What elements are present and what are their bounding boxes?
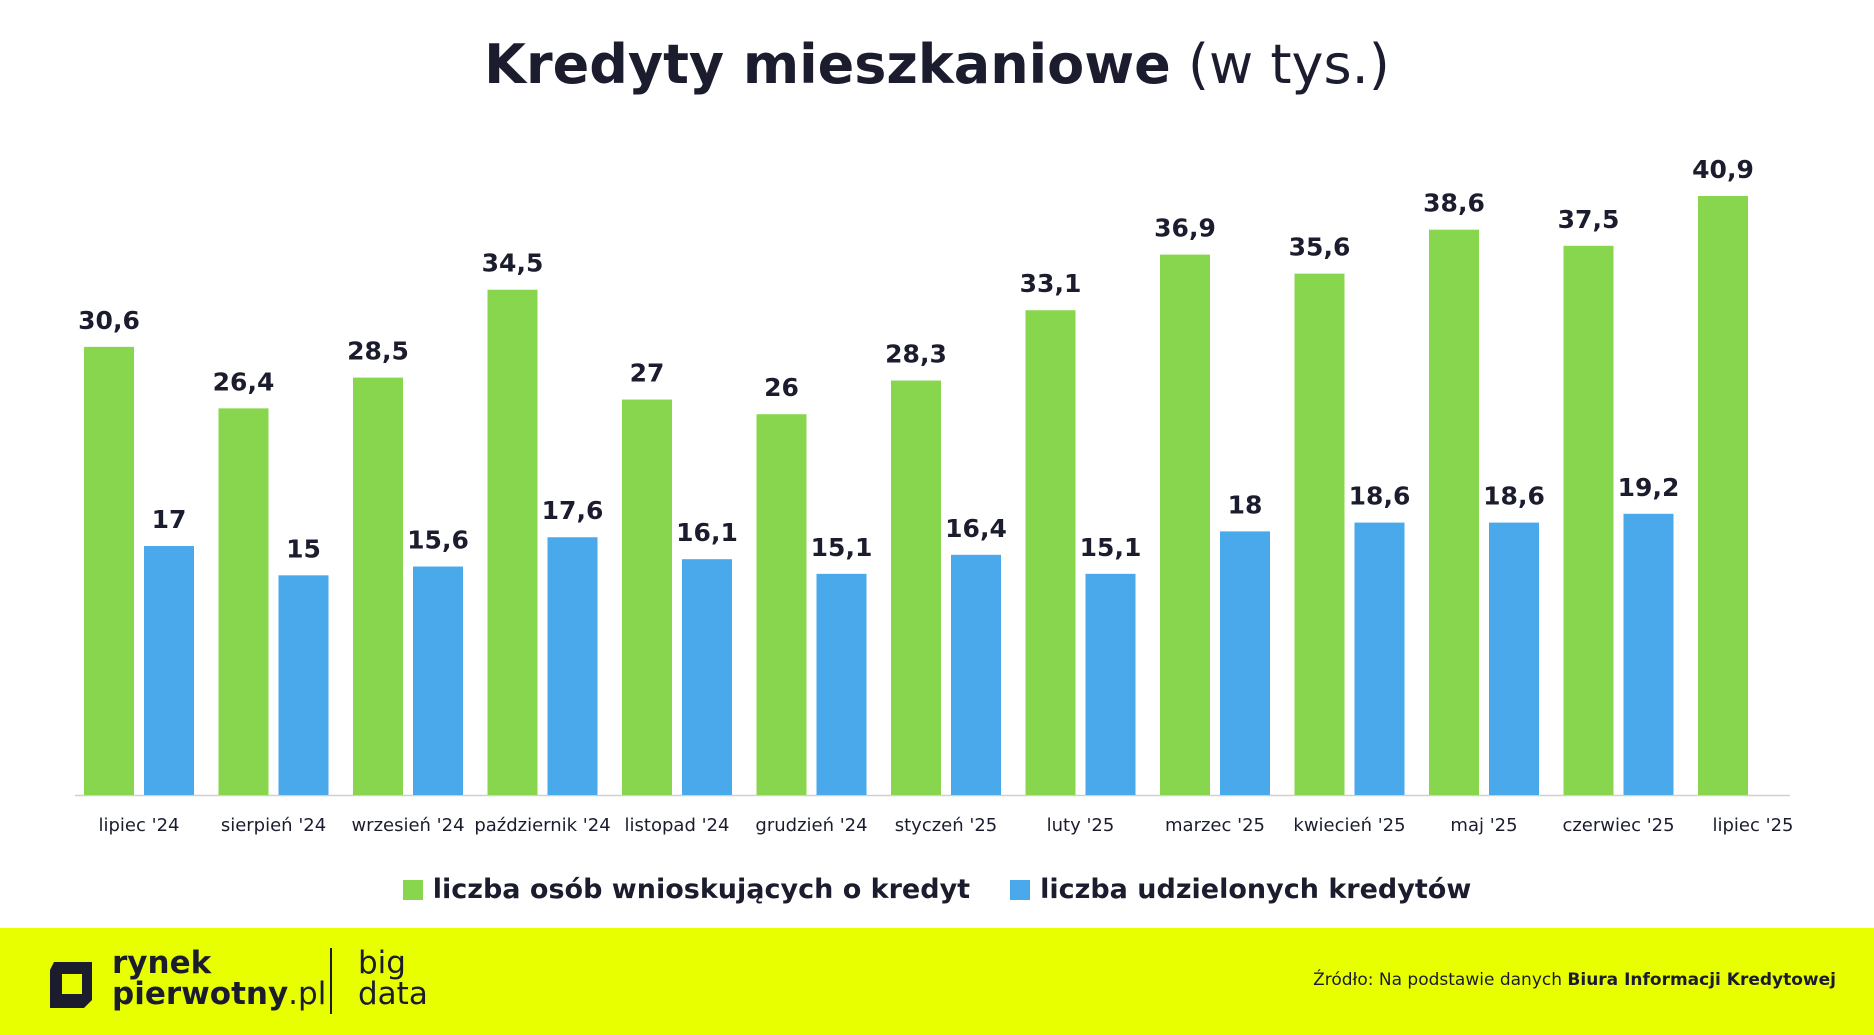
bar-series2-11 [1623, 513, 1674, 795]
legend-label-applicants: liczba osób wnioskujących o kredyt [432, 874, 971, 905]
bar-series2-0 [144, 546, 194, 795]
data-label-series1-4: 27 [630, 359, 665, 388]
source-name: Biura Informacji Kredytowej [1567, 970, 1836, 990]
bar-series2-10 [1489, 522, 1539, 795]
legend-item-applicants: liczba osób wnioskujących o kredyt [402, 870, 971, 910]
data-label-series1-8: 36,9 [1154, 214, 1216, 243]
data-label-series1-12: 40,9 [1692, 155, 1754, 184]
data-label-series2-5: 15,1 [811, 533, 873, 562]
data-label-series2-6: 16,4 [945, 514, 1007, 543]
bar-series1-11 [1563, 245, 1614, 795]
bar-series2-8 [1220, 531, 1270, 795]
bar-series2-1 [278, 575, 329, 795]
x-tick-label-0: lipiec '24 [99, 815, 180, 836]
data-label-series1-3: 34,5 [482, 249, 544, 278]
source-note: Źródło: Na podstawie danych Biura Inform… [1313, 968, 1836, 992]
x-tick-label-6: styczeń '25 [895, 815, 998, 836]
bar-series2-7 [1085, 573, 1136, 795]
data-label-series2-2: 15,6 [407, 526, 469, 555]
x-tick-label-3: październik '24 [474, 815, 610, 836]
logo-divider [330, 948, 332, 1014]
data-label-series1-2: 28,5 [347, 337, 409, 366]
x-tick-label-11: czerwiec '25 [1562, 815, 1674, 836]
x-tick-label-7: luty '25 [1047, 815, 1115, 836]
bar-series1-1 [218, 408, 269, 795]
bar-chart: 30,6 17 lipiec '24 26,4 15 sierpień '24 28,5 15… [75, 155, 1794, 836]
bar-series2-6 [951, 554, 1001, 795]
bar-series1-5 [756, 414, 807, 795]
legend-label-granted: liczba udzielonych kredytów [1040, 874, 1472, 905]
x-tick-label-5: grudzień '24 [755, 815, 867, 836]
chart-title-unit: (w tys.) [1187, 33, 1390, 96]
bar-series1-3 [487, 289, 538, 795]
data-label-series1-7: 33,1 [1020, 269, 1082, 298]
bar-series2-9 [1354, 522, 1405, 795]
bar-series1-8 [1160, 254, 1210, 795]
bar-series1-10 [1429, 229, 1479, 796]
bar-series1-12 [1698, 196, 1748, 795]
data-label-series1-10: 38,6 [1423, 189, 1485, 218]
logo-line-2: pierwotny.pl [112, 979, 326, 1010]
bar-series2-5 [816, 573, 867, 795]
logo-line-1: rynek [112, 945, 212, 981]
legend-swatch-blue [1010, 880, 1031, 900]
bar-series1-7 [1025, 310, 1076, 795]
data-label-series2-4: 16,1 [676, 518, 738, 547]
data-label-series2-8: 18 [1228, 490, 1263, 519]
data-label-series1-9: 35,6 [1289, 233, 1351, 262]
x-tick-label-10: maj '25 [1450, 815, 1517, 836]
data-label-series2-11: 19,2 [1618, 473, 1680, 502]
bar-series1-0 [84, 346, 134, 795]
legend-item-granted: liczba udzielonych kredytów [1010, 870, 1471, 910]
data-label-series1-5: 26 [764, 373, 799, 402]
data-label-series2-9: 18,6 [1349, 482, 1411, 511]
logo-text: rynek pierwotny.pl [112, 948, 326, 1010]
bar-series1-4 [622, 399, 672, 795]
source-prefix: Źródło: Na podstawie danych [1313, 970, 1568, 990]
x-tick-label-1: sierpień '24 [221, 815, 326, 836]
x-tick-label-2: wrzesień '24 [351, 815, 464, 836]
x-tick-label-9: kwiecień '25 [1293, 815, 1405, 836]
data-label-series1-11: 37,5 [1558, 205, 1620, 234]
data-label-series2-1: 15 [286, 534, 321, 563]
bar-series2-4 [682, 559, 732, 795]
x-tick-label-12: lipiec '25 [1713, 815, 1794, 836]
big-data-text: big data [358, 948, 428, 1010]
data-label-series2-10: 18,6 [1483, 482, 1545, 511]
chart-title: Kredyty mieszkaniowe (w tys.) [0, 30, 1874, 100]
big-line-2: data [358, 976, 428, 1012]
logo-line-2-bold: pierwotny [112, 976, 289, 1012]
data-label-series1-0: 30,6 [78, 306, 140, 335]
bar-series2-2 [413, 566, 463, 795]
logo-square-icon [50, 962, 92, 1008]
data-label-series2-3: 17,6 [542, 496, 604, 525]
logo-line-2-light: .pl [288, 976, 327, 1012]
data-label-series1-6: 28,3 [885, 340, 947, 369]
footer-bar: rynek pierwotny.pl big data Źródło: Na p… [0, 928, 1874, 1035]
bar-series1-2 [353, 377, 403, 795]
chart-title-main: Kredyty mieszkaniowe [484, 33, 1171, 96]
chart-legend: liczba osób wnioskujących o kredyt liczb… [0, 870, 1874, 910]
data-label-series1-1: 26,4 [213, 367, 275, 396]
bar-series1-6 [891, 380, 941, 795]
x-tick-label-8: marzec '25 [1165, 815, 1265, 836]
legend-swatch-green [402, 880, 423, 900]
data-label-series2-7: 15,1 [1080, 533, 1142, 562]
x-tick-label-4: listopad '24 [625, 815, 730, 836]
big-line-1: big [358, 945, 406, 981]
data-label-series2-0: 17 [152, 505, 187, 534]
bar-series2-3 [547, 537, 598, 795]
bar-series1-9 [1294, 273, 1345, 795]
